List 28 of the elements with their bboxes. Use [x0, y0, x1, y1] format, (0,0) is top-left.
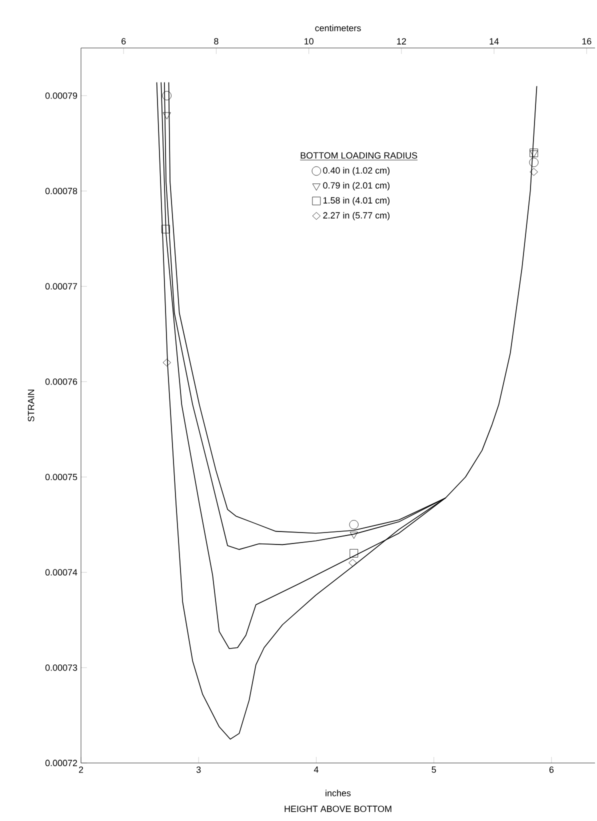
x-tick-label: 4 [314, 766, 318, 773]
legend-label: 2.27 in (5.77 cm) [323, 212, 390, 220]
x2-tick-label: 12 [397, 38, 406, 44]
y-tick-label: 0.00076 [45, 378, 78, 385]
legend-label: 0.40 in (1.02 cm) [323, 167, 390, 176]
y-tick-label: 0.00075 [45, 474, 78, 480]
x2-tick-label: 14 [490, 38, 499, 44]
x2-tick-label: 16 [582, 38, 592, 44]
legend-label: 1.58 in (4.01 cm) [323, 196, 390, 206]
y-tick-label: 0.00077 [45, 283, 78, 290]
y-tick-label: 0.00073 [45, 664, 78, 671]
y-tick-label: 0.00072 [45, 760, 78, 766]
y-tick-label: 0.00074 [45, 569, 78, 576]
x2-tick-label: 6 [122, 38, 126, 44]
x2-axis-title: centimeters [315, 24, 361, 32]
y-axis-title: STRAIN [28, 390, 34, 422]
x2-tick-label: 10 [304, 38, 314, 44]
x-axis-title: HEIGHT ABOVE BOTTOM [284, 806, 392, 812]
text: inches [326, 790, 351, 796]
x-tick-label: 2 [78, 766, 84, 773]
y-tick-label: 0.00078 [45, 188, 78, 194]
x2-tick-label: 8 [214, 38, 218, 44]
legend-title: BOTTOM LOADING RADIUS [300, 152, 418, 159]
x-tick-label: 6 [549, 766, 554, 773]
x-tick-label: 3 [196, 766, 201, 773]
legend-label: 0.79 in (2.01 cm) [323, 182, 390, 190]
x-tick-label: 5 [432, 766, 436, 773]
y-tick-label: 0.00079 [45, 92, 78, 99]
